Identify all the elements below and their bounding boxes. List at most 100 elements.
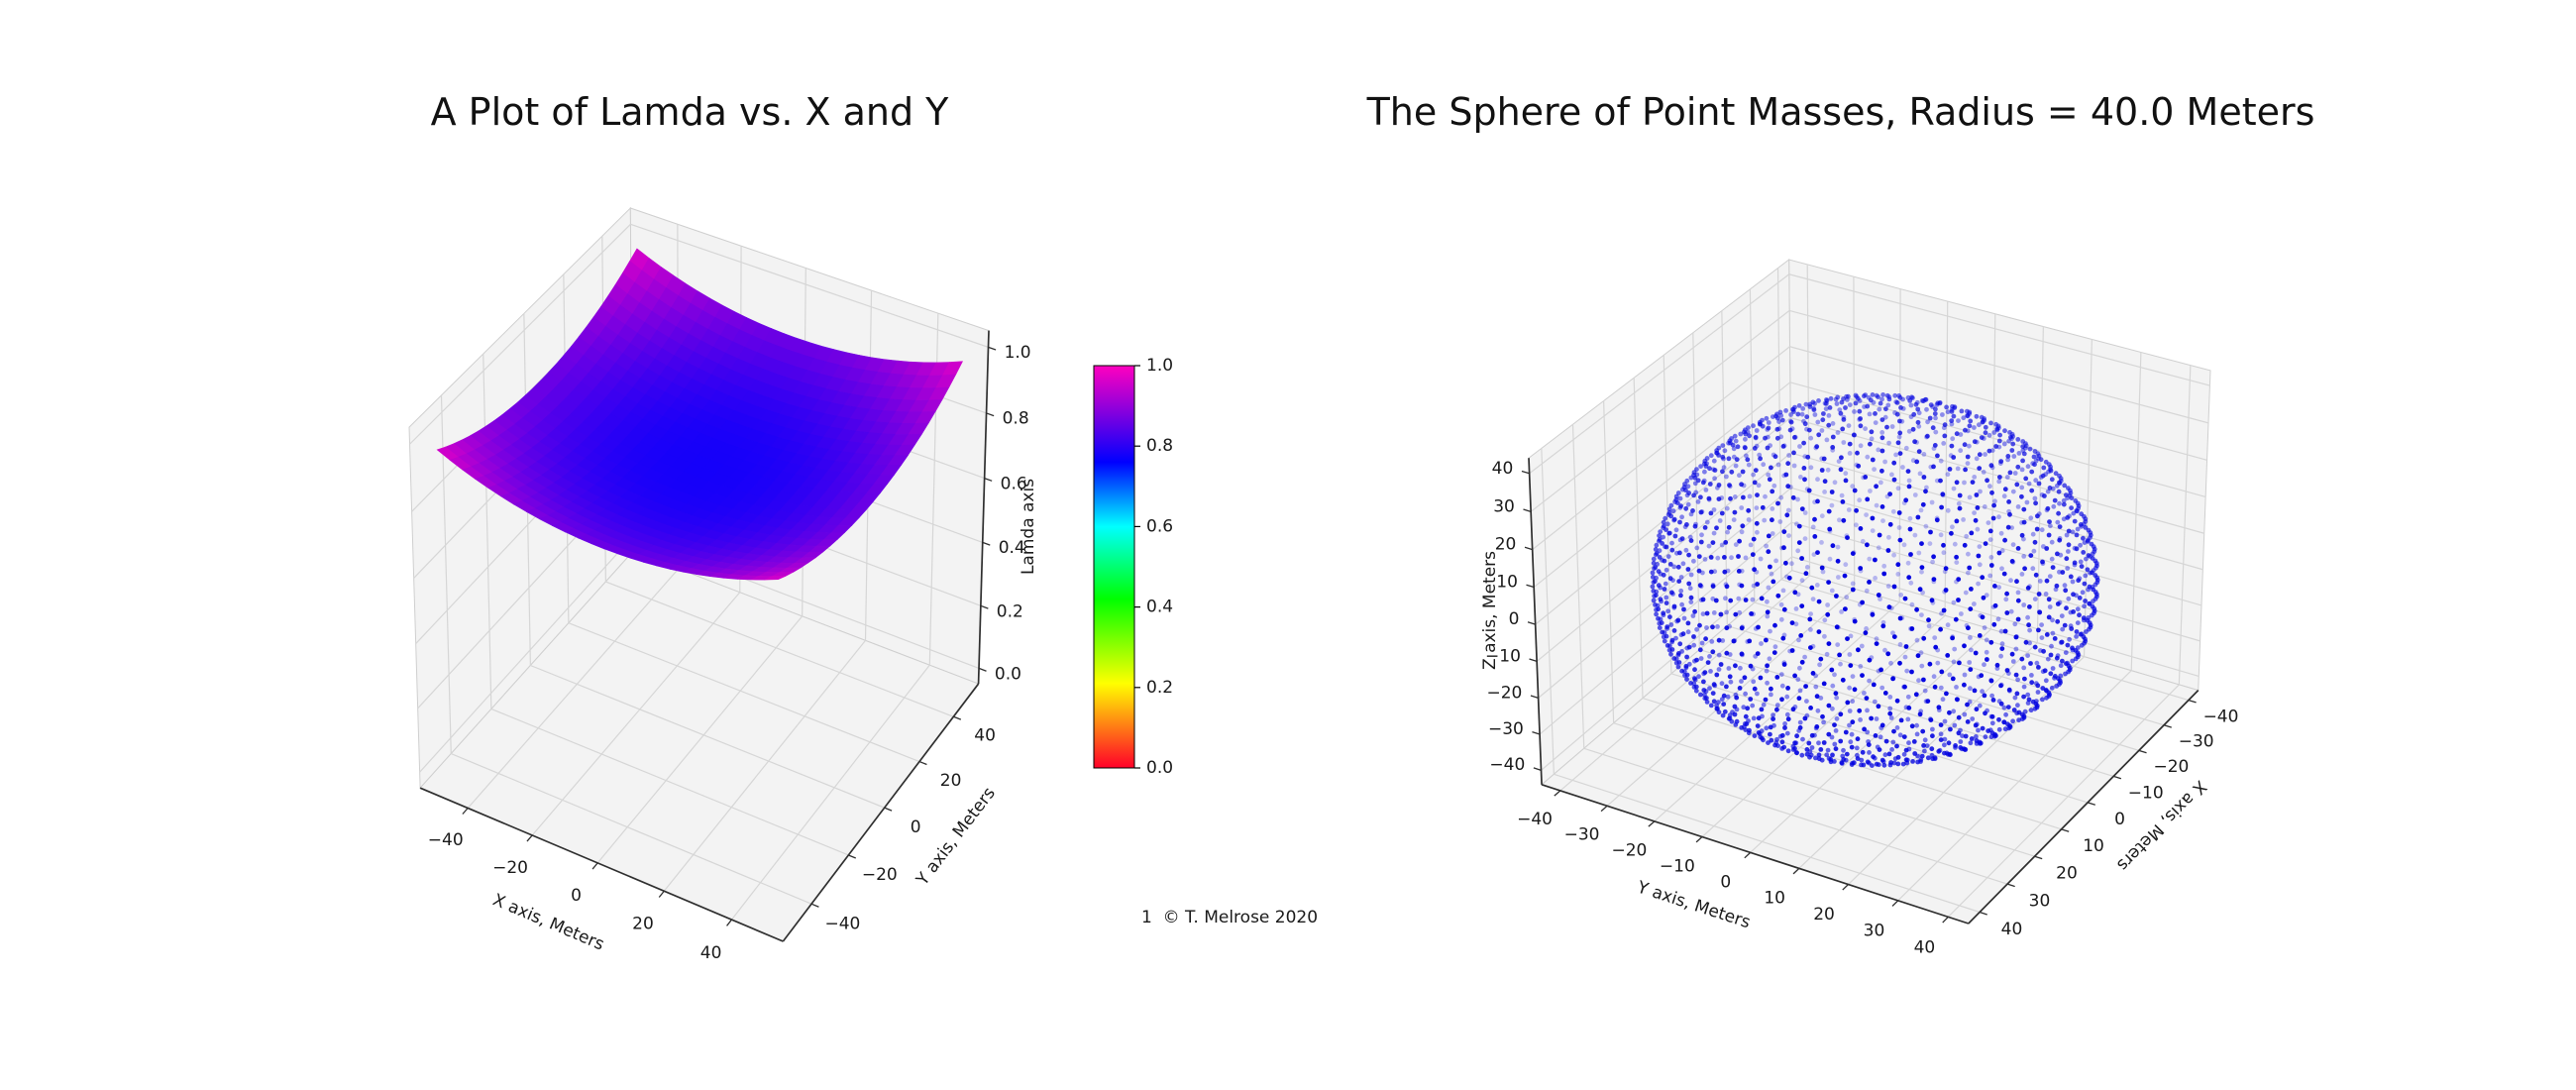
z-axis-line [977,330,990,685]
mass-point [1719,510,1725,516]
mass-point [1882,647,1887,653]
surface-mesh [436,248,964,581]
y-axis-title: Y axis, Meters [1634,877,1753,932]
colorbar-tick-label: 0.0 [1146,758,1173,778]
y-axis-tick-label: 40 [974,726,996,746]
mass-point [1867,580,1872,585]
mass-point [1895,572,1901,577]
mass-point [1891,584,1897,590]
mass-point [1833,728,1839,733]
mass-point [2013,672,2019,678]
mass-point [1932,443,1938,448]
y-axis-tick-label: −40 [1517,810,1553,829]
mass-point [1747,727,1752,733]
mass-point [1795,411,1801,417]
mass-point [1932,635,1938,640]
mass-point [2044,546,2050,551]
mass-point [1843,606,1848,611]
mass-point [2012,621,2018,627]
mass-point [1748,697,1754,702]
mass-point [1920,590,1925,596]
mass-point [1954,697,1960,703]
mass-point [1740,469,1746,475]
mass-point [1720,454,1726,460]
mass-point [1837,407,1843,412]
mass-point [1706,495,1712,501]
mass-point [1934,517,1940,523]
mass-point [1994,426,2000,432]
grid-line [1806,264,1811,576]
mass-point [1856,647,1861,653]
mass-point [1972,475,1978,480]
mass-point [1850,674,1856,679]
mass-point [1846,393,1851,399]
mass-point [1671,656,1677,661]
mass-point [1914,731,1920,737]
mass-point [1931,577,1937,582]
mass-point [1865,759,1871,765]
mass-point [1888,760,1893,765]
mass-point [1968,635,1973,640]
mass-point [1857,708,1863,713]
grid-line [1533,382,1791,589]
mass-point [2090,570,2094,576]
mass-point [1673,527,1679,533]
mass-point [1933,644,1939,650]
x-axis-tick-label: −40 [428,830,464,850]
mass-point [1874,484,1878,490]
mass-point [2050,666,2056,671]
mass-point [1797,725,1803,730]
mass-point [1880,518,1885,523]
mass-point [2064,532,2070,538]
mass-point [1773,558,1778,564]
mass-point [1772,454,1778,460]
mass-point [1786,533,1791,538]
mass-point [2020,458,2025,464]
mass-point [2063,588,2069,594]
y-axis-tick [1842,884,1849,891]
mass-point [1784,730,1790,736]
mass-point [1870,515,1876,521]
mass-point [1792,673,1797,679]
mass-point [2083,599,2089,603]
mass-point [1969,530,1975,536]
mass-point [1814,724,1820,729]
mass-point [1879,417,1885,422]
mass-point [1771,716,1775,721]
mass-point [1867,750,1872,755]
mass-point [1905,560,1911,566]
mass-point [1945,507,1951,513]
mass-point [1802,510,1808,515]
mass-point [1809,745,1815,750]
mass-point [1716,667,1722,672]
mass-point [1677,495,1683,501]
mass-point [1967,443,1972,449]
grid-line [1776,268,1782,580]
mass-point [1966,625,1971,631]
mass-point [1792,435,1797,440]
mass-point [2049,477,2055,483]
mass-point [2004,475,2010,480]
x-axis-tick-label: 10 [2083,836,2104,856]
mass-point [1684,522,1689,527]
grid-line [1530,309,1790,512]
mass-point [1674,500,1680,505]
mass-point [1760,735,1765,741]
mass-point [1780,444,1786,449]
x-axis-tick [526,834,533,842]
mass-point [1752,686,1758,692]
mass-point [1962,643,1967,649]
mass-point [1924,406,1929,412]
mass-point [1799,603,1805,608]
mass-point [1917,711,1923,717]
grid-line [1898,288,1901,602]
grid-line [1532,346,1790,551]
mass-point [1693,684,1699,690]
mass-point [2036,665,2041,670]
mass-point [1821,719,1826,725]
mass-point [1693,688,1699,694]
mass-point [2019,493,2024,499]
mass-point [1950,436,1956,442]
mass-point [2070,529,2076,535]
mass-point [2030,566,2036,572]
